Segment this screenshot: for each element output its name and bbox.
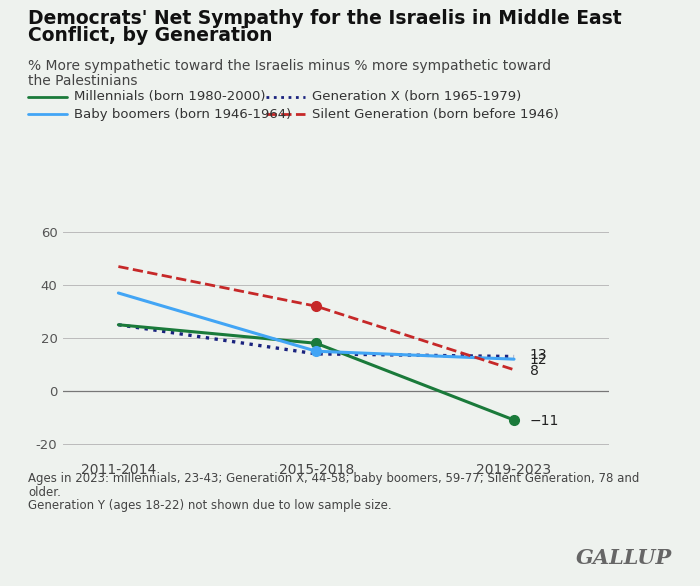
Text: Generation Y (ages 18-22) not shown due to low sample size.: Generation Y (ages 18-22) not shown due … [28,499,391,512]
Text: the Palestinians: the Palestinians [28,74,137,88]
Text: Generation X (born 1965-1979): Generation X (born 1965-1979) [312,90,521,103]
Text: 8: 8 [530,364,539,378]
Text: Ages in 2023: millennials, 23-43; Generation X, 44-58; baby boomers, 59-77; Sile: Ages in 2023: millennials, 23-43; Genera… [28,472,639,485]
Text: 12: 12 [530,353,547,367]
Text: Millennials (born 1980-2000): Millennials (born 1980-2000) [74,90,265,103]
Text: 13: 13 [530,348,547,362]
Text: Baby boomers (born 1946-1964): Baby boomers (born 1946-1964) [74,108,290,121]
Text: Conflict, by Generation: Conflict, by Generation [28,26,272,45]
Text: Democrats' Net Sympathy for the Israelis in Middle East: Democrats' Net Sympathy for the Israelis… [28,9,622,28]
Text: older.: older. [28,486,61,499]
Text: % More sympathetic toward the Israelis minus % more sympathetic toward: % More sympathetic toward the Israelis m… [28,59,551,73]
Text: −11: −11 [530,414,559,428]
Text: Silent Generation (born before 1946): Silent Generation (born before 1946) [312,108,559,121]
Text: GALLUP: GALLUP [575,548,672,568]
